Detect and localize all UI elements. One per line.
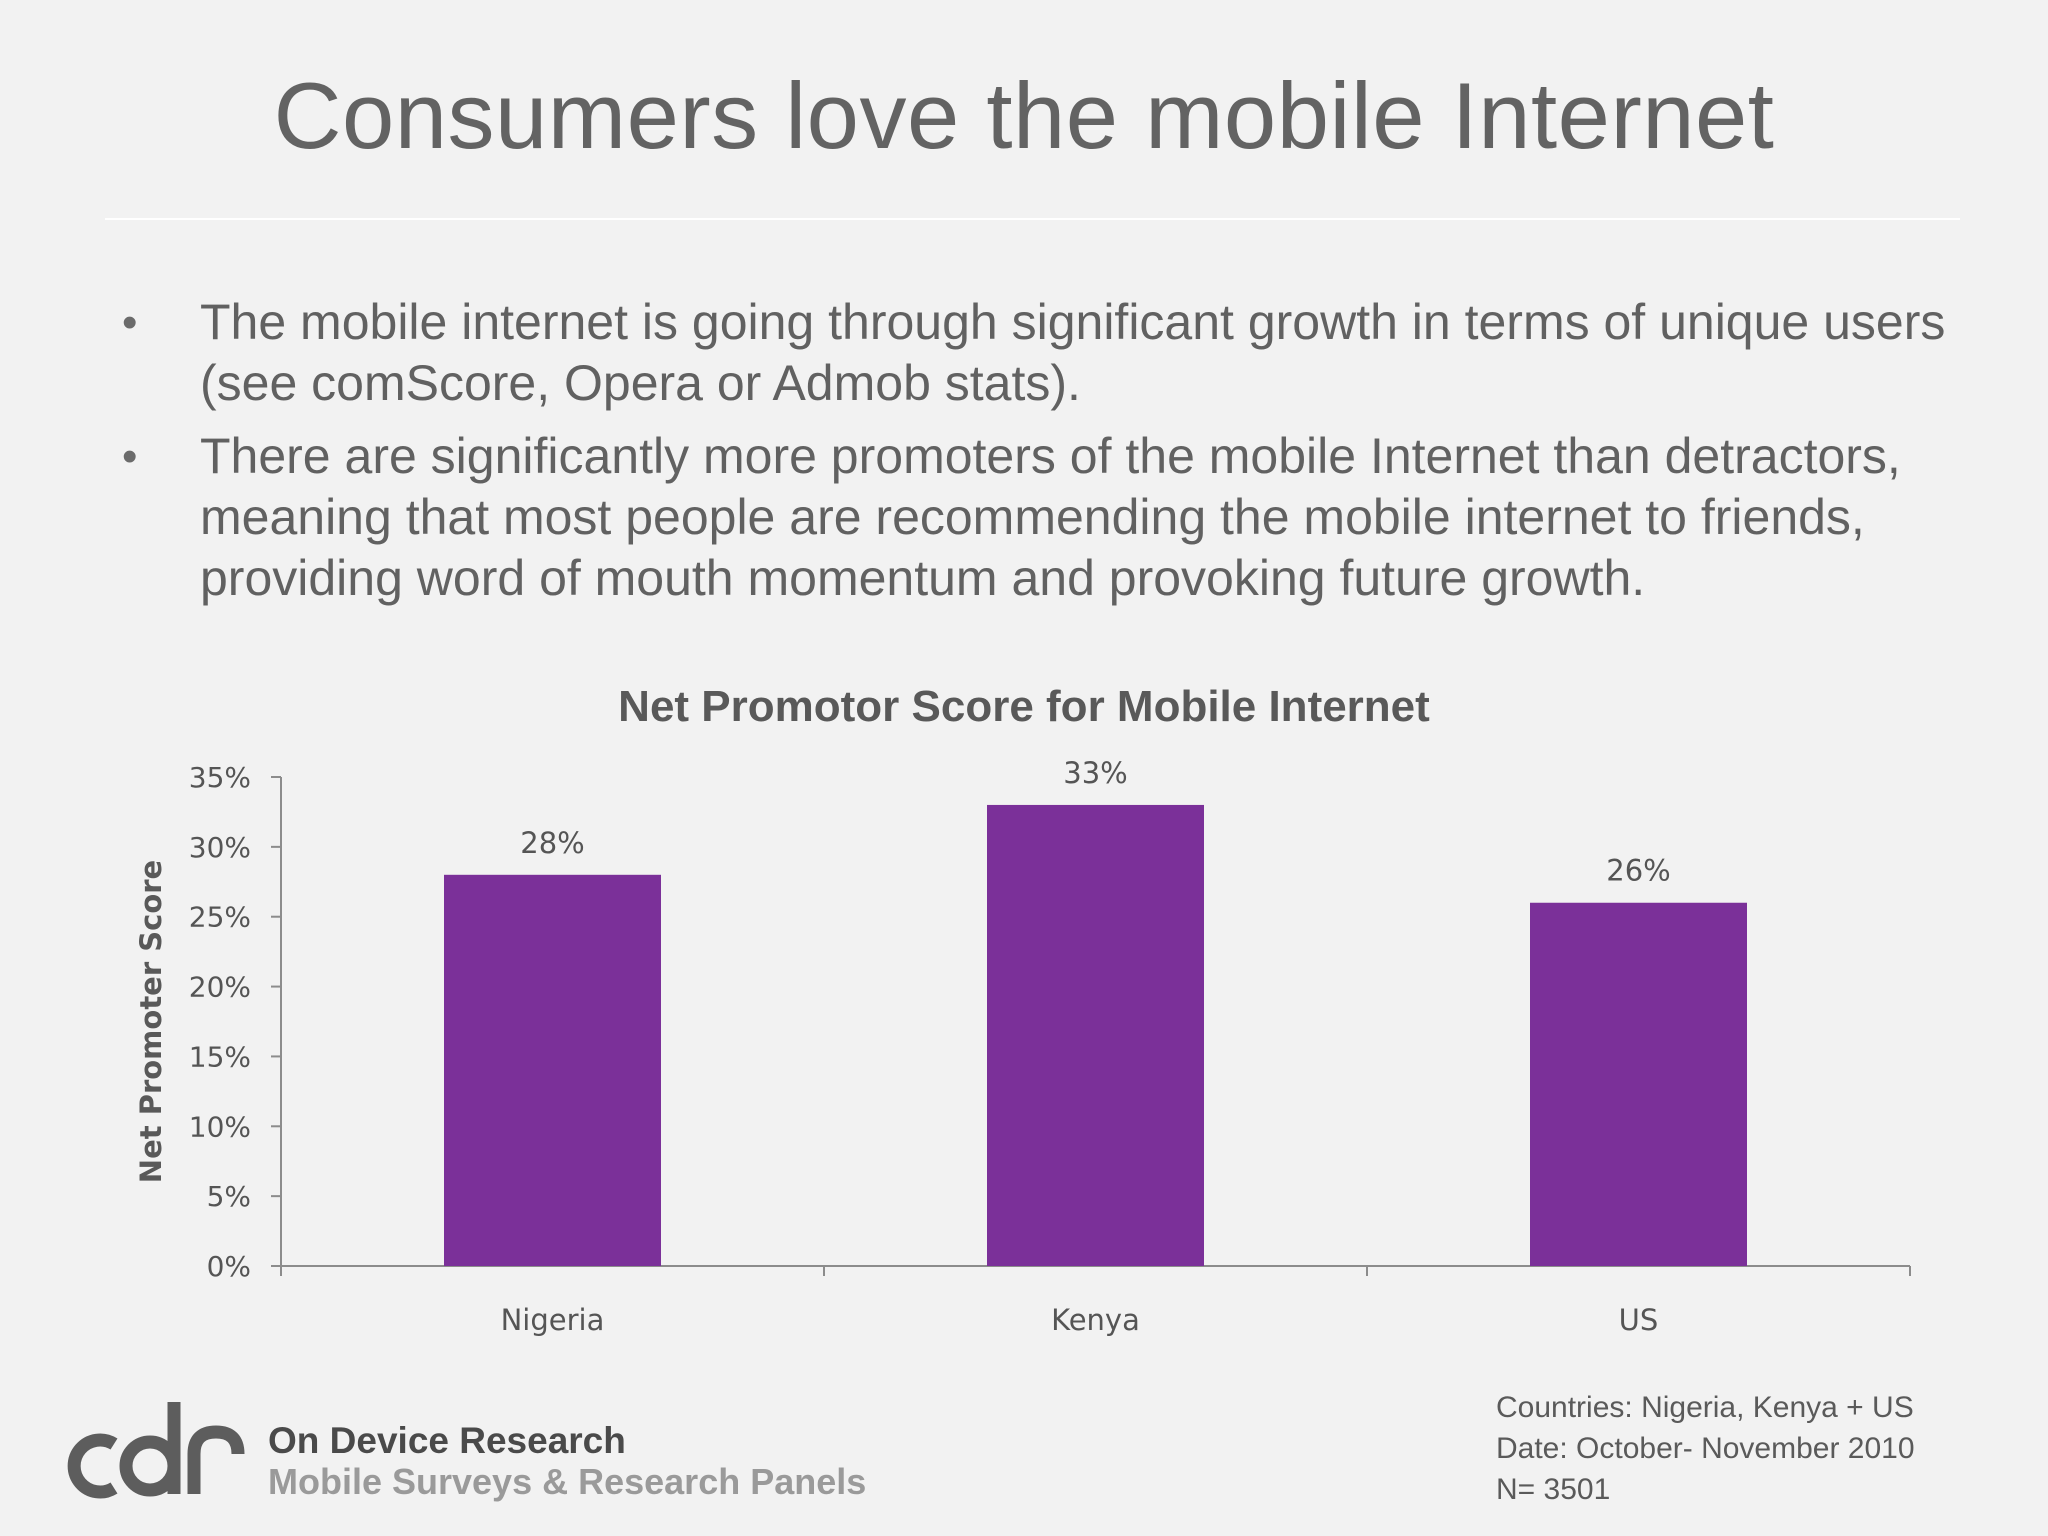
x-tick-label: Nigeria xyxy=(501,1303,605,1337)
data-label: 28% xyxy=(520,826,584,860)
footnote-sample-size: N= 3501 xyxy=(1496,1473,1611,1506)
y-tick-label: 35% xyxy=(189,761,251,794)
bar-kenya xyxy=(987,804,1204,1266)
brand-name: On Device Research xyxy=(268,1420,626,1461)
bullet-marker: • xyxy=(122,298,138,347)
bullet-item: • There are significantly more promoters… xyxy=(118,426,1948,609)
bullet-marker: • xyxy=(122,432,138,481)
data-label: 26% xyxy=(1606,854,1670,888)
bullet-text: There are significantly more promoters o… xyxy=(200,428,1901,606)
bullet-text: The mobile internet is going through sig… xyxy=(200,294,1946,411)
y-tick-label: 15% xyxy=(189,1040,251,1073)
bullet-list: • The mobile internet is going through s… xyxy=(118,292,1948,621)
bar-nigeria xyxy=(444,874,661,1266)
y-tick-label: 20% xyxy=(189,971,251,1004)
y-tick-label: 10% xyxy=(189,1110,251,1143)
x-tick-label: US xyxy=(1619,1303,1659,1337)
y-tick-label: 0% xyxy=(207,1250,251,1283)
y-axis-title: Net Promoter Score xyxy=(134,860,168,1183)
title-divider xyxy=(105,218,1960,220)
data-label: 33% xyxy=(1063,756,1127,790)
company-logo xyxy=(67,1402,245,1499)
slide-title: Consumers love the mobile Internet xyxy=(273,63,1775,168)
y-tick-label: 25% xyxy=(189,901,251,934)
chart-title: Net Promotor Score for Mobile Internet xyxy=(618,682,1430,731)
x-tick-label: Kenya xyxy=(1051,1303,1140,1337)
bar-us xyxy=(1530,902,1747,1266)
brand-tagline: Mobile Surveys & Research Panels xyxy=(268,1461,867,1502)
bullet-item: • The mobile internet is going through s… xyxy=(118,292,1948,414)
y-tick-label: 5% xyxy=(207,1180,251,1213)
footnote-countries: Countries: Nigeria, Kenya + US xyxy=(1496,1391,1914,1424)
footnote-date: Date: October- November 2010 xyxy=(1496,1432,1915,1465)
survey-footnote: Countries: Nigeria, Kenya + US Date: Oct… xyxy=(1496,1387,1915,1510)
y-tick-label: 30% xyxy=(189,831,251,864)
